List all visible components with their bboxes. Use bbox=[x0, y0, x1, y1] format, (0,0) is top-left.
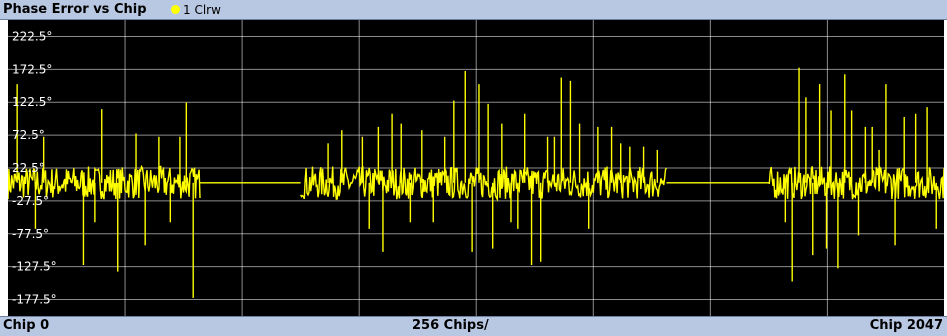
y-tick-label: 22.5° bbox=[12, 161, 45, 175]
trace-segment-active bbox=[299, 165, 668, 202]
y-tick-label: 122.5° bbox=[12, 95, 52, 109]
diagram-title: Phase Error vs Chip bbox=[3, 2, 147, 17]
trace-segment-active bbox=[8, 164, 201, 200]
y-tick-label: -77.5° bbox=[12, 227, 49, 241]
trace-label: 1 Clrw bbox=[183, 3, 221, 17]
y-tick-label: -177.5° bbox=[12, 293, 57, 307]
x-axis-footer: Chip 0 256 Chips/ Chip 2047 bbox=[0, 316, 947, 336]
plot-area[interactable]: 222.5° 172.5° 122.5° 72.5° 22.5° -27.5° -77.5°… bbox=[0, 20, 947, 316]
diagram-title-bar[interactable]: Phase Error vs Chip 1 Clrw bbox=[0, 0, 947, 20]
y-tick-label: 172.5° bbox=[12, 62, 52, 76]
phase-error-chart: 222.5° 172.5° 122.5° 72.5° 22.5° -27.5° -77.5°… bbox=[8, 20, 944, 316]
y-tick-label: -27.5° bbox=[12, 194, 49, 208]
x-start-label: Chip 0 bbox=[3, 318, 50, 333]
y-tick-label: 222.5° bbox=[12, 29, 52, 43]
y-tick-labels: 222.5° 172.5° 122.5° 72.5° 22.5° -27.5° -77.5°… bbox=[12, 29, 57, 306]
y-tick-label: -127.5° bbox=[12, 260, 57, 274]
y-tick-label: 72.5° bbox=[12, 128, 45, 142]
x-division-label: 256 Chips/ bbox=[412, 318, 489, 333]
trace-layer bbox=[8, 67, 944, 298]
trace-segment-active bbox=[768, 165, 944, 200]
x-stop-label: Chip 2047 bbox=[869, 318, 943, 333]
trace-indicator-icon bbox=[171, 5, 180, 14]
